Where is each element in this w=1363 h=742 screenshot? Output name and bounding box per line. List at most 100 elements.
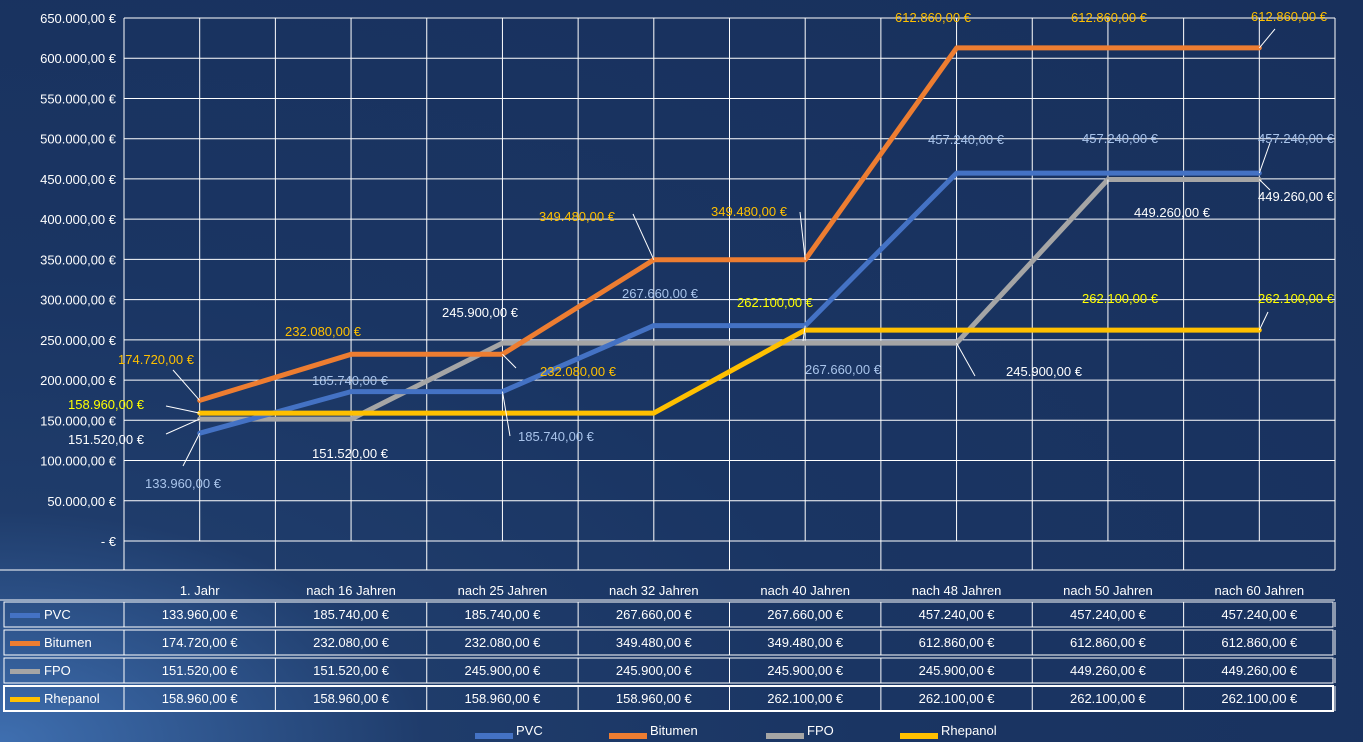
table-cell: 158.960,00 € [616, 691, 693, 706]
table-cell: 457.240,00 € [1221, 607, 1298, 622]
legend-swatch-fpo [766, 733, 804, 739]
data-label: 133.960,00 € [145, 476, 222, 491]
table-row-border [3, 601, 1334, 628]
legend-swatch-pvc [475, 733, 513, 739]
data-label: 174.720,00 € [118, 352, 195, 367]
leader-line [956, 342, 976, 377]
leader-line [802, 325, 806, 342]
data-label: 262.100,00 € [1258, 291, 1335, 306]
table-row-name: Bitumen [44, 635, 92, 650]
table-cell: 262.100,00 € [1221, 691, 1298, 706]
table-row-border [3, 629, 1334, 656]
y-tick-label: 350.000,00 € [40, 252, 117, 267]
table-row-key [10, 697, 40, 702]
y-tick-label: 150.000,00 € [40, 413, 117, 428]
leader-line [1258, 28, 1276, 49]
leader-line [632, 213, 655, 261]
data-table: 1. Jahr nach 16 Jahren nach 25 Jahren nach … [0, 583, 1336, 712]
y-tick-label: 200.000,00 € [40, 373, 117, 388]
table-header-cell: nach 48 Jahren [912, 583, 1002, 598]
table-cell: 612.860,00 € [1221, 635, 1298, 650]
series-line-bitumen [197, 45, 1262, 403]
table-row-key [10, 613, 40, 618]
data-label: 457.240,00 € [1082, 131, 1159, 146]
data-label: 449.260,00 € [1258, 189, 1335, 204]
leader-line [1258, 179, 1271, 191]
y-tick-label: - € [101, 534, 117, 549]
table-header-cell: nach 60 Jahren [1215, 583, 1305, 598]
leader-line [182, 432, 201, 467]
legend-label-fpo: FPO [807, 723, 834, 738]
y-tick-label: 600.000,00 € [40, 51, 117, 66]
data-label: 267.660,00 € [805, 362, 882, 377]
y-tick-label: 450.000,00 € [40, 172, 117, 187]
table-row-key [10, 669, 40, 674]
leader-line [1258, 142, 1271, 174]
y-tick-label: 650.000,00 € [40, 11, 117, 26]
table-cell: 245.900,00 € [919, 663, 996, 678]
data-label: 612.860,00 € [895, 10, 972, 25]
table-row-name: FPO [44, 663, 71, 678]
table-cell: 262.100,00 € [767, 691, 844, 706]
table-cell: 449.260,00 € [1070, 663, 1147, 678]
table-cell: 232.080,00 € [464, 635, 541, 650]
table-cell: 267.660,00 € [767, 607, 844, 622]
y-tick-label: 100.000,00 € [40, 454, 117, 469]
data-label: 158.960,00 € [68, 397, 145, 412]
leader-line [172, 369, 201, 401]
table-cell: 349.480,00 € [767, 635, 844, 650]
data-label: 151.520,00 € [312, 446, 389, 461]
table-cell: 245.900,00 € [464, 663, 541, 678]
data-label: 262.100,00 € [1082, 291, 1159, 306]
table-cell: 457.240,00 € [919, 607, 996, 622]
table-cell: 262.100,00 € [1070, 691, 1147, 706]
data-label: 232.080,00 € [540, 364, 617, 379]
y-axis: 650.000,00 € 600.000,00 € 550.000,00 € 500.… [40, 11, 117, 549]
table-cell: 245.900,00 € [616, 663, 693, 678]
table-cell: 245.900,00 € [767, 663, 844, 678]
leader-line [799, 211, 806, 260]
table-cell: 158.960,00 € [313, 691, 390, 706]
legend-swatch-bitumen [609, 733, 647, 739]
table-row-name: PVC [44, 607, 71, 622]
data-labels: 133.960,00 € 185.740,00 € 185.740,00 € 267.… [68, 9, 1335, 491]
table-row-border [3, 685, 1334, 712]
data-label: 245.900,00 € [442, 305, 519, 320]
series-line-fpo [197, 177, 1262, 422]
series-line-pvc [197, 170, 1262, 436]
y-tick-label: 50.000,00 € [47, 494, 116, 509]
table-header-cell: 1. Jahr [180, 583, 220, 598]
table-header-cell: nach 32 Jahren [609, 583, 699, 598]
table-header-cell: nach 50 Jahren [1063, 583, 1153, 598]
table-cell: 267.660,00 € [616, 607, 693, 622]
data-label: 151.520,00 € [68, 432, 145, 447]
y-tick-label: 300.000,00 € [40, 293, 117, 308]
table-cell: 232.080,00 € [313, 635, 390, 650]
table-row-name: Rhepanol [44, 691, 100, 706]
data-label: 449.260,00 € [1134, 205, 1211, 220]
table-cell: 151.520,00 € [162, 663, 239, 678]
table-cell: 158.960,00 € [464, 691, 541, 706]
leader-line [1258, 311, 1269, 331]
data-label: 457.240,00 € [928, 132, 1005, 147]
data-label: 457.240,00 € [1258, 131, 1335, 146]
table-cell: 612.860,00 € [919, 635, 996, 650]
table-header-cell: nach 40 Jahren [760, 583, 850, 598]
table-header-cell: nach 25 Jahren [458, 583, 548, 598]
table-cell: 151.520,00 € [313, 663, 390, 678]
y-tick-label: 400.000,00 € [40, 212, 117, 227]
table-cell: 262.100,00 € [919, 691, 996, 706]
legend-swatch-rhepanol [900, 733, 938, 739]
table-cell: 612.860,00 € [1070, 635, 1147, 650]
table-cell: 158.960,00 € [162, 691, 239, 706]
table-row-key [10, 641, 40, 646]
data-label: 185.740,00 € [518, 429, 595, 444]
data-label: 612.860,00 € [1251, 9, 1328, 24]
series-lines [197, 45, 1262, 436]
table-cell: 349.480,00 € [616, 635, 693, 650]
data-label: 185.740,00 € [312, 373, 389, 388]
legend-label-bitumen: Bitumen [650, 723, 698, 738]
data-label: 245.900,00 € [1006, 364, 1083, 379]
leader-line [165, 405, 200, 414]
